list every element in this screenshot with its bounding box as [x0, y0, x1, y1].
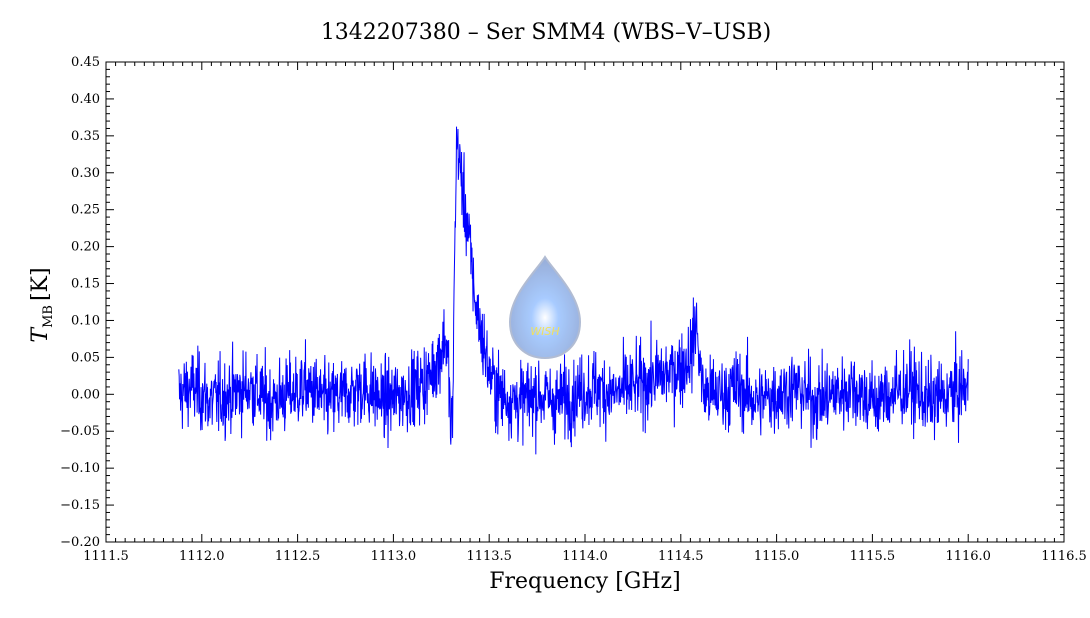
y-tick-label: 0.15	[71, 277, 100, 292]
plot-frame	[105, 61, 1065, 543]
x-axis-label: Frequency [GHz]	[489, 569, 681, 594]
x-tick-label: 1113.5	[466, 549, 512, 564]
x-tick-label: 1112.0	[179, 549, 225, 564]
x-tick-label: 1115.5	[850, 549, 896, 564]
x-tick-label: 1114.5	[658, 549, 704, 564]
x-tick-label: 1116.0	[945, 549, 991, 564]
x-tick-label: 1111.5	[83, 549, 129, 564]
y-tick-label: 0.00	[71, 387, 100, 402]
y-tick-label: 0.45	[71, 55, 100, 70]
y-axis-label-sub: MB	[41, 305, 56, 328]
y-tick-label: −0.10	[60, 461, 100, 476]
y-tick-label: 0.40	[71, 92, 100, 107]
y-tick-label: 0.25	[71, 203, 100, 218]
y-tick-label: 0.10	[71, 313, 100, 328]
series-spectrum-line	[178, 126, 969, 455]
y-tick-label: 0.20	[71, 240, 100, 255]
x-tick-label: 1116.5	[1041, 549, 1087, 564]
x-axis-ticks: 1111.5 1112.0 1112.5 1113.0 1113.5 1114.0 1114…	[83, 62, 1087, 564]
y-axis-label-unit: [K]	[28, 267, 53, 301]
svg-text:TMB[K]: TMB [K]	[28, 267, 56, 342]
x-tick-label: 1115.0	[754, 549, 800, 564]
x-tick-label: 1113.0	[371, 549, 417, 564]
y-axis-ticks: −0.20 −0.15 −0.10 −0.05 0.00 0.05 0.10 0.15 0.20…	[60, 55, 1064, 550]
y-tick-label: −0.15	[60, 498, 100, 513]
y-tick-label: −0.05	[60, 424, 100, 439]
watermark-text: WISH	[530, 325, 559, 338]
y-axis-label: TMB [K]	[28, 267, 56, 342]
y-tick-label: 0.30	[71, 166, 100, 181]
y-axis-label-main: T	[28, 326, 53, 343]
x-tick-label: 1112.5	[275, 549, 321, 564]
y-tick-label: −0.20	[60, 535, 100, 550]
wish-logo-watermark: WISH	[508, 255, 582, 360]
y-tick-label: 0.35	[71, 129, 100, 144]
x-tick-label: 1114.0	[562, 549, 608, 564]
chart-title: 1342207380 – Ser SMM4 (WBS–V–USB)	[321, 20, 771, 45]
y-tick-label: 0.05	[71, 350, 100, 365]
